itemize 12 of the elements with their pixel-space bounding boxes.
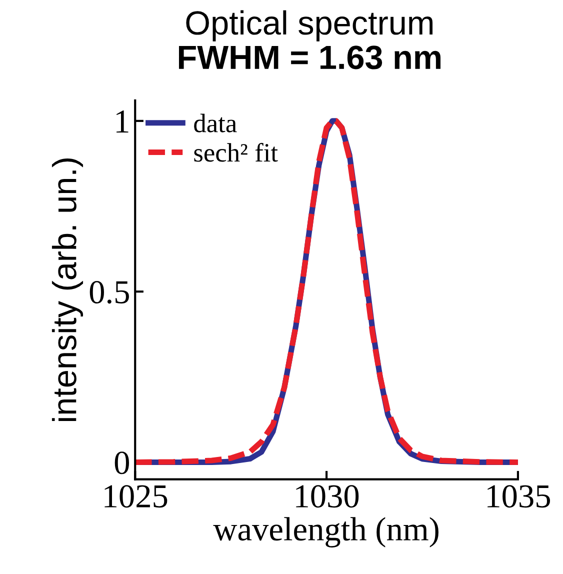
y-axis-title: intensity (arb. un.) [52, 158, 84, 422]
x-tick-label: 1035 [488, 485, 550, 508]
y-tick-label: 0 [114, 452, 129, 474]
chart-title: Optical spectrum [186, 10, 432, 42]
x-axis-title: wavelength (nm) [213, 517, 438, 548]
y-tick-label: 1 [116, 110, 128, 132]
chart-subtitle: FWHM = 1.63 nm [178, 46, 440, 70]
y-tick-label: 0.5 [90, 280, 129, 304]
x-tick-label: 1025 [104, 485, 168, 508]
x-tick-label: 1030 [296, 485, 359, 508]
legend-label: data [194, 114, 237, 132]
legend-label: sech² fit [194, 142, 278, 162]
